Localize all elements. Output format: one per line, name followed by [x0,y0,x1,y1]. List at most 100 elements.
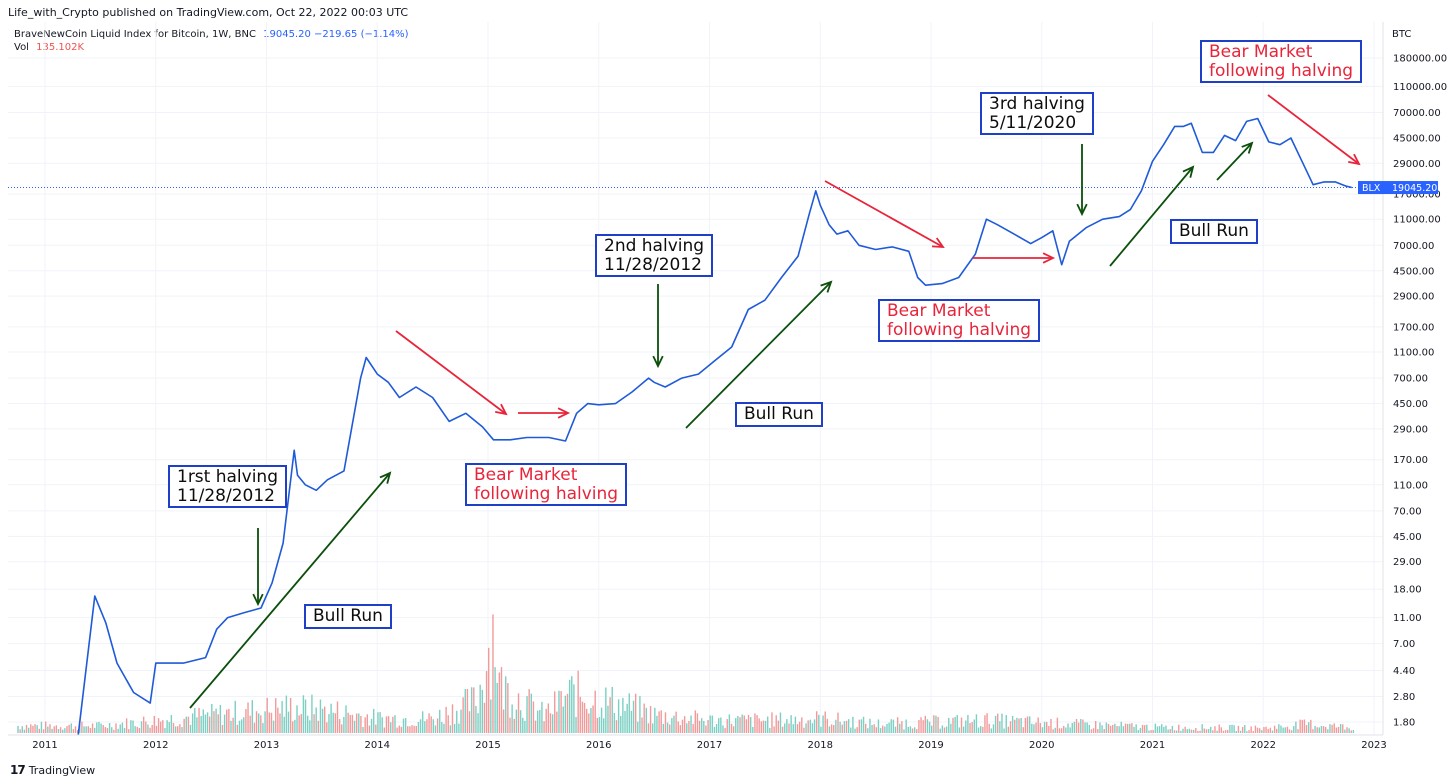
volume-bar [89,727,92,733]
volume-bar [994,715,997,733]
volume-bar [441,721,443,733]
volume-bar [784,723,786,733]
volume-bar [752,726,754,733]
volume-bar [705,725,707,733]
volume-bar [53,726,55,733]
volume-bar [453,723,456,733]
y-tick-label: 7000.00 [1393,241,1434,252]
volume-bar [1220,727,1223,733]
volume-bar [1112,724,1114,733]
volume-bar [362,726,364,733]
volume-bar [794,716,797,733]
volume-bar [153,715,156,733]
volume-bar [824,711,826,733]
volume-bar [458,723,460,733]
x-tick-label: 2013 [254,740,279,751]
volume-bar [845,720,848,733]
volume-bar [142,716,145,733]
volume-bar [1316,727,1318,733]
volume-bar [852,716,854,733]
y-tick-label: 450.00 [1393,399,1428,410]
volume-bar [773,726,775,733]
volume-bar [696,713,699,733]
volume-bar [1056,717,1059,733]
volume-bar [1261,730,1263,733]
volume-bar [903,729,905,733]
volume-bar [149,727,151,733]
volume-bar [145,721,147,733]
price-change: 19045.20 −219.65 (−1.14%) [263,29,409,40]
volume-bar [583,702,586,733]
y-tick-label: 180000.00 [1393,54,1447,65]
volume-bar [756,715,758,733]
volume-bar [1320,725,1323,733]
y-axis-ticks: 180000.00 110000.00 70000.00 45000.00 29000.… [1393,54,1447,729]
volume-bar [353,720,356,733]
volume-bar [409,726,411,733]
volume-bar [358,713,360,733]
volume-bar [447,715,449,733]
volume-bar [1156,726,1159,733]
volume-bar [743,715,745,733]
volume-bar [272,720,275,733]
volume-bar [611,687,613,733]
volume-bar [17,725,19,733]
volume-bar [1080,719,1082,733]
y-tick-label: 170.00 [1393,455,1428,466]
volume-bar [1020,718,1022,733]
volume-bar [1286,726,1289,733]
y-tick-label: 700.00 [1393,374,1428,385]
volume-bar [549,713,552,733]
x-tick-label: 2017 [697,740,722,751]
y-tick-label: 11000.00 [1393,215,1441,226]
volume-bar [1139,727,1142,733]
bear-market-3-label: Bear Market following halving [1200,40,1363,84]
volume-bar [613,712,616,733]
volume-bar [377,712,379,733]
volume-bar [470,687,473,733]
volume-bar [477,713,479,733]
volume-bar [1167,729,1169,733]
volume-bar [732,726,735,733]
volume-bar [1254,725,1257,733]
volume-bar [965,720,967,733]
volume-bar [436,718,439,733]
volume-bar [125,718,128,733]
volume-bar [202,709,205,733]
volume-bar [302,695,305,733]
volume-bar [55,725,58,733]
tradingview-footer[interactable]: 17 TradingView [10,763,95,777]
y-tick-label: 1100.00 [1393,348,1434,359]
volume-bar [700,718,703,733]
volume-bar [769,727,771,733]
volume-bar [858,719,860,733]
volume-bar [247,702,249,733]
volume-bar [1088,724,1091,733]
volume-bar [432,719,435,733]
volume-bar [464,689,466,733]
volume-bar [892,719,895,733]
volume-bar [709,715,711,733]
volume-bar [933,715,935,733]
volume-bar [1018,718,1020,733]
volume-bar [298,715,300,733]
volume-bar [172,722,175,733]
volume-bar [240,719,243,733]
volume-bar [1146,724,1148,733]
volume-bar [835,719,837,733]
volume-bar [660,710,662,733]
volume-bar [811,723,814,733]
volume-bar [749,717,752,733]
volume-bar [392,716,394,733]
volume-bar [287,711,290,733]
y-tick-label: 2.80 [1393,692,1415,703]
volume-bar [890,719,892,733]
volume-bar [179,724,181,733]
volume-bar [1273,725,1276,733]
volume-bar [950,723,952,733]
volume-bar [198,707,200,733]
volume-bar [803,727,805,733]
volume-bar [596,717,599,733]
x-axis-ticks: 2011 2012 2013 2014 2015 2016 2017 2018 2019 2020… [32,740,1386,751]
